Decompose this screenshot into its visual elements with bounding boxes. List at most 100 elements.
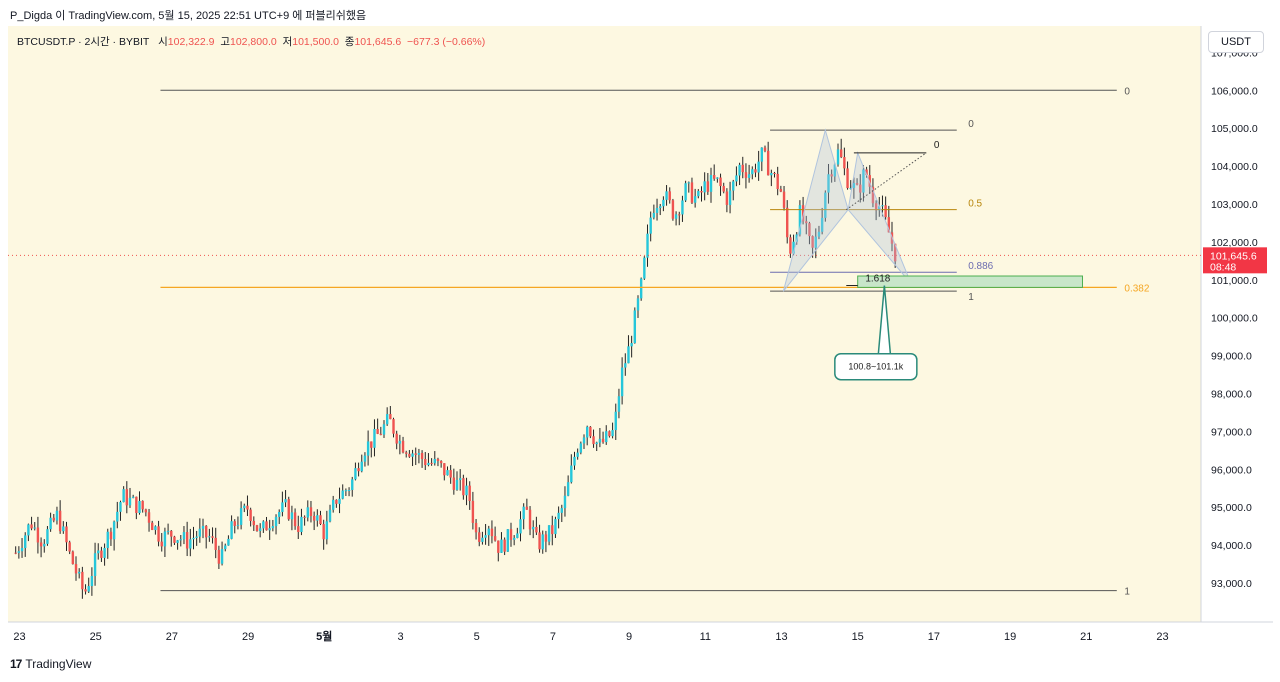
tradingview-logo[interactable]: 17 TradingView	[10, 657, 91, 671]
chart-container[interactable]: 0 0.382 1 0 0.5 0.886 1 0 1.618 100.8~101.1k 107,…	[8, 26, 1273, 653]
fib-inner-label: 1	[968, 292, 974, 303]
candle-down	[287, 499, 290, 520]
candle-up	[566, 482, 570, 496]
price-tick-label: 93,000.0	[1211, 578, 1252, 590]
time-tick-label: 13	[775, 631, 787, 643]
candle-up	[547, 525, 551, 542]
candle-down	[297, 526, 300, 532]
candle-up	[627, 346, 630, 364]
time-tick-label: 5월	[316, 629, 332, 643]
candle-down	[786, 207, 789, 238]
candle-up	[598, 438, 602, 443]
time-tick-label: 7	[550, 631, 556, 643]
candle-down	[252, 520, 256, 526]
candle-up	[182, 532, 186, 540]
candle-down	[144, 509, 148, 513]
candle-down	[678, 214, 681, 216]
candle-up	[344, 490, 348, 492]
candle-up	[595, 442, 598, 445]
candle-down	[449, 470, 452, 478]
candle-up	[579, 443, 583, 453]
time-tick-label: 29	[242, 631, 254, 643]
candle-up	[563, 495, 567, 509]
time-tick-label: 25	[90, 631, 102, 643]
price-tick-label: 100,000.0	[1211, 313, 1258, 325]
candle-down	[801, 205, 805, 222]
candle-up	[103, 547, 106, 558]
candle-up	[427, 462, 430, 466]
candle-down	[395, 433, 398, 444]
candle-down	[462, 478, 465, 496]
candle-down	[185, 532, 189, 549]
candle-up	[738, 164, 741, 176]
price-tick-label: 103,000.0	[1211, 199, 1258, 211]
candle-down	[668, 191, 671, 201]
current-price-label: 101,645.6	[1210, 250, 1257, 262]
candle-up	[46, 529, 49, 544]
candle-up	[300, 516, 303, 532]
candle-down	[265, 521, 268, 531]
candle-up	[24, 535, 27, 549]
candle-up	[62, 526, 65, 532]
candle-down	[65, 526, 68, 543]
candle-down	[468, 485, 471, 501]
candle-up	[697, 190, 700, 197]
candle-down	[249, 509, 252, 521]
time-tick-label: 27	[166, 631, 178, 643]
candle-down	[830, 174, 833, 177]
candle-up	[827, 174, 830, 193]
candle-down	[405, 452, 408, 454]
time-tick-label: 9	[626, 631, 632, 643]
low-label: 저	[282, 36, 293, 48]
candle-up	[836, 149, 840, 165]
candle-down	[782, 191, 786, 208]
fib-outer-label: 1	[1124, 587, 1130, 598]
candle-up	[122, 489, 125, 503]
fib-outer-label: 0	[1124, 86, 1130, 97]
candle-down	[246, 505, 249, 510]
candle-up	[328, 509, 332, 522]
extension-label: 1.618	[865, 273, 890, 284]
projection-dotted-line	[845, 152, 927, 211]
candle-up	[166, 530, 170, 532]
candle-down	[58, 510, 62, 532]
candle-down	[151, 522, 154, 531]
harmonic-bcd-triangle	[847, 151, 912, 284]
candle-down	[379, 433, 383, 435]
candle-down	[389, 414, 392, 420]
candle-up	[516, 533, 519, 538]
candle-up	[20, 548, 24, 552]
candle-up	[112, 521, 116, 540]
time-tick-label: 19	[1004, 631, 1016, 643]
candle-up	[195, 536, 198, 538]
candle-up	[398, 440, 402, 444]
candle-down	[706, 181, 710, 192]
candle-up	[106, 531, 109, 548]
chart-background	[8, 26, 1201, 622]
high-label: 고	[220, 36, 230, 48]
candle-up	[633, 310, 637, 344]
candle-up	[433, 458, 436, 464]
candle-down	[293, 512, 297, 527]
candle-down	[147, 512, 151, 523]
candle-up	[659, 206, 662, 208]
candle-down	[535, 526, 538, 533]
candle-down	[452, 477, 456, 490]
candle-up	[684, 183, 687, 201]
candle-down	[690, 182, 694, 203]
currency-selector[interactable]: USDT	[1208, 31, 1264, 53]
candle-up	[271, 526, 275, 529]
candle-up	[833, 164, 837, 177]
candle-up	[687, 182, 690, 184]
candle-up	[636, 298, 640, 311]
candle-up	[506, 529, 510, 552]
candle-down	[74, 564, 78, 574]
candle-down	[370, 441, 373, 448]
candle-down	[471, 500, 475, 523]
candle-up	[732, 181, 735, 191]
candle-up	[220, 549, 224, 564]
candle-up	[573, 456, 576, 466]
candle-up	[484, 535, 487, 538]
publish-info: P_Digda 이 TradingView.com, 5월 15, 2025 2…	[10, 10, 367, 22]
